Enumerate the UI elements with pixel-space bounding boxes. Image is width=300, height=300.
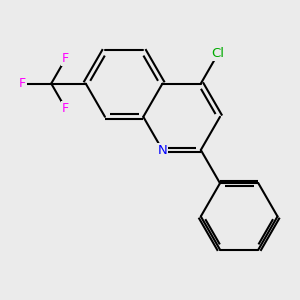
Text: F: F bbox=[62, 102, 69, 115]
Text: F: F bbox=[62, 52, 69, 65]
Text: Cl: Cl bbox=[212, 47, 225, 60]
Text: F: F bbox=[19, 77, 26, 90]
Text: N: N bbox=[158, 143, 167, 157]
